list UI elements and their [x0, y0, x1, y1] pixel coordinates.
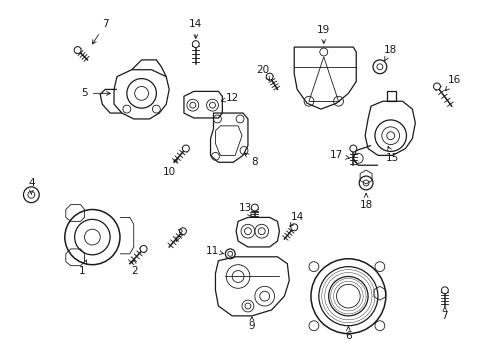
Text: 9: 9 [248, 317, 255, 331]
Text: 17: 17 [329, 150, 349, 161]
Text: 16: 16 [445, 75, 460, 91]
Circle shape [290, 224, 297, 231]
Text: 18: 18 [359, 194, 372, 210]
Circle shape [192, 41, 199, 48]
Text: 4: 4 [28, 178, 35, 194]
Text: 3: 3 [175, 229, 182, 242]
Text: 11: 11 [205, 246, 223, 256]
Circle shape [74, 46, 81, 54]
Circle shape [265, 73, 272, 80]
Text: 14: 14 [289, 212, 303, 226]
Text: 7: 7 [441, 307, 447, 321]
Text: 6: 6 [345, 327, 351, 341]
Text: 10: 10 [163, 159, 177, 177]
Circle shape [349, 145, 356, 152]
Text: 13: 13 [238, 203, 251, 217]
Text: 19: 19 [317, 25, 330, 43]
Circle shape [433, 83, 440, 90]
Circle shape [441, 287, 447, 294]
Text: 15: 15 [385, 147, 399, 163]
Circle shape [140, 246, 147, 252]
Text: 12: 12 [221, 93, 238, 103]
Circle shape [251, 204, 258, 211]
Text: 5: 5 [81, 88, 110, 98]
Text: 1: 1 [79, 260, 86, 276]
Text: 18: 18 [383, 45, 397, 61]
Text: 7: 7 [92, 19, 108, 44]
Text: 2: 2 [131, 260, 138, 276]
Text: 8: 8 [244, 153, 258, 167]
Circle shape [182, 145, 189, 152]
Text: 14: 14 [189, 19, 202, 39]
Circle shape [179, 228, 186, 235]
Text: 20: 20 [256, 65, 269, 80]
